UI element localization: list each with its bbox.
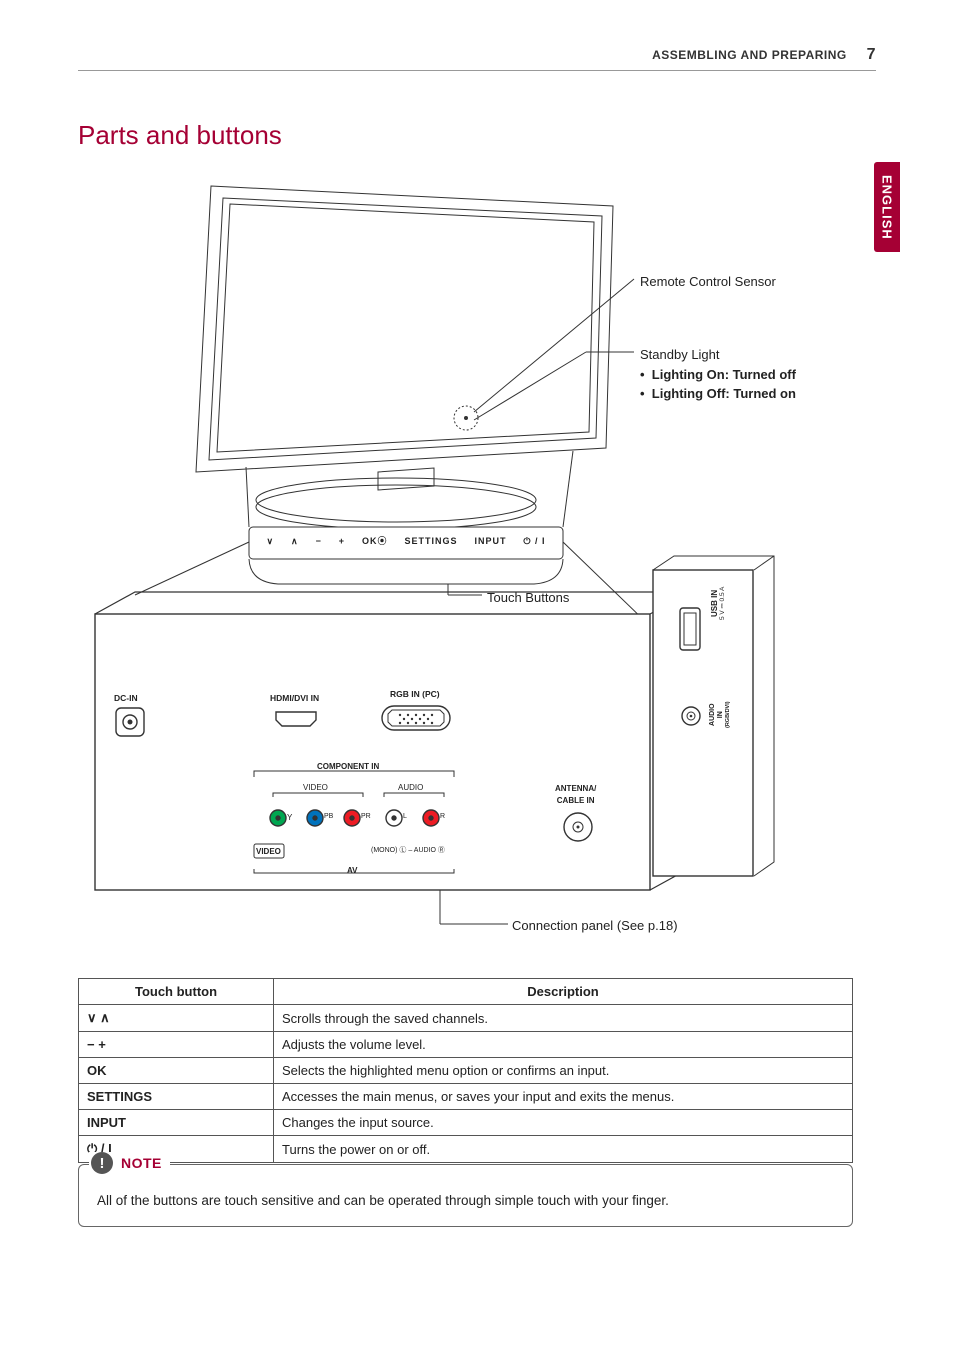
table-row: SETTINGSAccesses the main menus, or save… (79, 1084, 853, 1110)
note-box: ! NOTE All of the buttons are touch sens… (78, 1164, 853, 1227)
port-usb-spec: 5 V ⎓ 0.5 A (718, 587, 728, 620)
port-audio-grp: AUDIO (398, 782, 423, 794)
header-section: ASSEMBLING AND PREPARING (652, 48, 847, 62)
section-title: Parts and buttons (78, 120, 282, 151)
port-av-audio: (MONO) Ⓛ – AUDIO Ⓡ (371, 846, 445, 857)
port-pr: PR (361, 812, 371, 823)
port-hdmi: HDMI/DVI IN (270, 692, 319, 705)
table-row: ⏻ / ITurns the power on or off. (79, 1136, 853, 1163)
th-desc: Description (274, 979, 853, 1005)
note-badge: ! NOTE (89, 1152, 170, 1174)
table-row: INPUTChanges the input source. (79, 1110, 853, 1136)
note-icon: ! (91, 1152, 113, 1174)
port-pb: PB (324, 812, 333, 823)
port-r: R (440, 812, 445, 823)
port-l: L (403, 812, 407, 823)
note-text: All of the buttons are touch sensitive a… (97, 1193, 834, 1208)
port-y: Y (287, 812, 292, 824)
diagram-svg (78, 172, 876, 932)
touch-button-row: ∨ ∧ − + OK⦿ SETTINGS INPUT ⏻ / I (258, 535, 554, 549)
table-row: − +Adjusts the volume level. (79, 1032, 853, 1058)
note-title: NOTE (121, 1155, 162, 1171)
port-antenna: ANTENNA/CABLE IN (555, 783, 596, 807)
port-video-grp: VIDEO (303, 782, 328, 794)
port-audioin: AUDIOIN(RGB/DVI) (709, 701, 732, 728)
table-row: ∨ ∧Scrolls through the saved channels. (79, 1005, 853, 1032)
header-page: 7 (867, 46, 876, 63)
touch-button-table: Touch button Description ∨ ∧Scrolls thro… (78, 978, 853, 1163)
th-button: Touch button (79, 979, 274, 1005)
port-rgb: RGB IN (PC) (390, 688, 440, 701)
port-component: COMPONENT IN (317, 761, 379, 773)
port-av: AV (347, 865, 358, 877)
port-dcin: DC-IN (114, 692, 138, 705)
language-tab: ENGLISH (874, 162, 900, 252)
page-header: ASSEMBLING AND PREPARING 7 (78, 46, 876, 71)
parts-diagram: Remote Control Sensor Standby Light • Li… (78, 172, 876, 932)
table-row: OKSelects the highlighted menu option or… (79, 1058, 853, 1084)
port-video: VIDEO (256, 846, 281, 858)
